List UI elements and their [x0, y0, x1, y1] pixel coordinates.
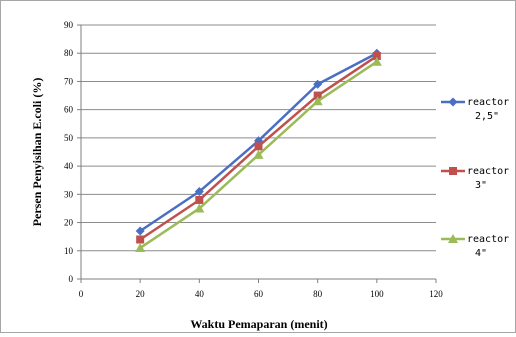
y-tick-label: 30	[64, 189, 74, 199]
y-tick-label: 70	[64, 76, 74, 86]
y-tick-label: 80	[64, 48, 74, 58]
data-point	[135, 242, 146, 252]
data-point	[195, 195, 204, 204]
triangle-marker-icon	[448, 234, 458, 243]
legend-label-size: 3"	[475, 180, 487, 191]
data-point	[313, 91, 322, 100]
x-tick-label: 100	[370, 289, 384, 299]
x-tick-label: 60	[254, 289, 264, 299]
y-tick-label: 50	[64, 133, 74, 143]
series-3	[135, 56, 382, 252]
data-point	[194, 203, 205, 213]
legend-entry: reactor 2,5"	[441, 97, 509, 122]
legend-label: reactor	[467, 234, 509, 245]
data-point	[372, 52, 381, 61]
x-tick-label: 0	[79, 289, 84, 299]
data-point	[135, 226, 145, 236]
data-point	[253, 149, 264, 159]
diamond-marker-icon	[448, 97, 458, 107]
legend-entry: reactor 4"	[441, 234, 509, 259]
data-point	[313, 79, 323, 89]
y-tick-label: 10	[64, 246, 74, 256]
data-point	[312, 96, 323, 106]
data-point	[371, 56, 382, 66]
square-marker-icon	[449, 167, 457, 175]
y-axis-title: Persen Penyisihan E.coli (%)	[30, 78, 44, 227]
y-tick-label: 0	[69, 274, 74, 284]
data-point	[194, 187, 204, 197]
data-point	[254, 142, 263, 151]
y-tick-label: 40	[64, 161, 74, 171]
y-tick-label: 90	[64, 20, 74, 30]
x-tick-label: 40	[195, 289, 205, 299]
series-2	[136, 52, 381, 244]
legend-entry: reactor 3"	[441, 166, 509, 191]
legend-label: reactor	[467, 166, 509, 177]
line-chart: 0 10 20 30 40 50 60 70 80 90 0 20 40 60 80 100 120 react…	[30, 20, 509, 331]
series	[135, 48, 382, 252]
x-axis-title: Waktu Pemaparan (menit)	[190, 317, 327, 331]
y-tick-label: 20	[64, 218, 74, 228]
x-tick-label: 20	[136, 289, 146, 299]
legend-label-size: 2,5"	[475, 111, 499, 122]
data-point	[136, 235, 145, 244]
legend-label-size: 4"	[475, 248, 487, 259]
axes	[77, 24, 437, 283]
y-tick-label: 60	[64, 105, 74, 115]
legend-label: reactor	[467, 97, 509, 108]
tick-labels: 0 10 20 30 40 50 60 70 80 90 0 20 40 60 80 100 120	[64, 20, 443, 299]
x-tick-label: 120	[429, 289, 443, 299]
legend: reactor 2,5" reactor 3" reactor 4"	[441, 97, 509, 259]
x-tick-label: 80	[313, 289, 323, 299]
